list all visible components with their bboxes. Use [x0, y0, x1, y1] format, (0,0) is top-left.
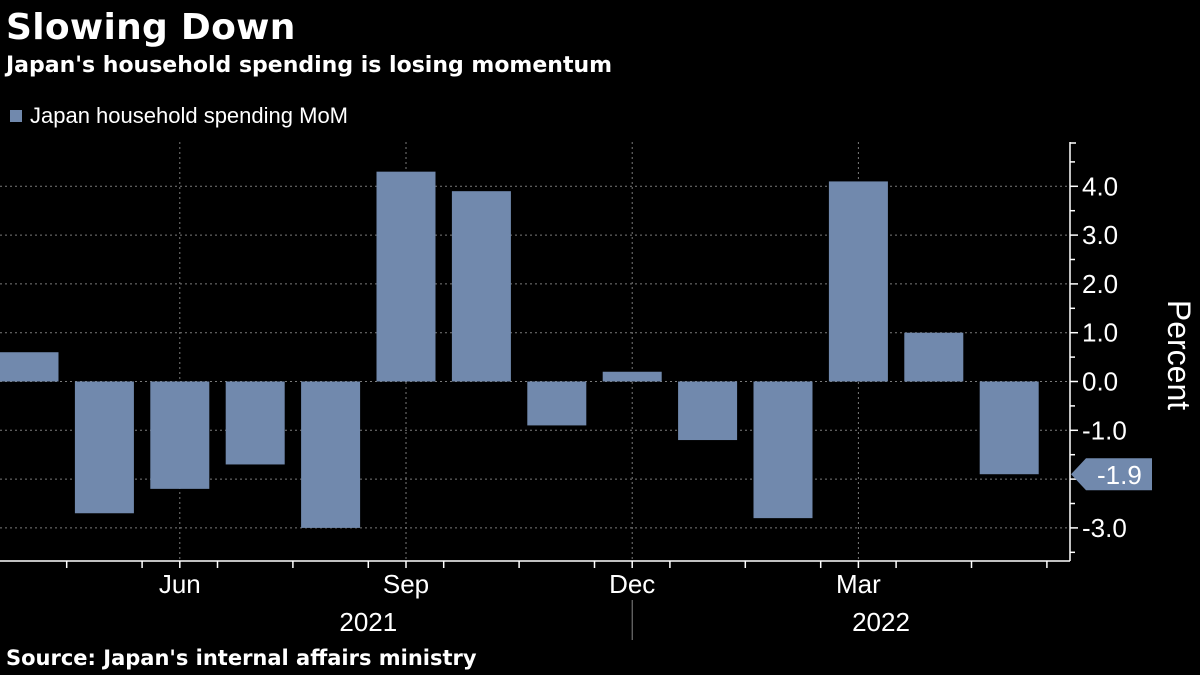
y-tick-label: 3.0: [1082, 220, 1118, 250]
bar: [150, 381, 210, 489]
bar: [74, 381, 134, 514]
bar: [0, 352, 59, 382]
y-tick-label: -1.0: [1082, 415, 1127, 445]
y-tick-label: 1.0: [1082, 318, 1118, 348]
bar: [904, 332, 964, 382]
bar: [527, 381, 587, 426]
y-tick-label: 2.0: [1082, 269, 1118, 299]
bars: [0, 171, 1039, 528]
bar: [753, 381, 813, 519]
bar: [678, 381, 738, 441]
x-tick-label: Jun: [159, 569, 201, 599]
last-value-label: -1.9: [1097, 460, 1142, 490]
legend-swatch: [10, 110, 22, 122]
y-tick-label: 0.0: [1082, 367, 1118, 397]
bar: [225, 381, 285, 465]
axes: 4.0 3.0 2.0 1.0 0.0 -1.0 -3.0 -1.9 Jun Sep Dec Mar 2…: [0, 142, 1152, 640]
x-tick-label: Sep: [383, 569, 429, 599]
x-tick-label: Dec: [609, 569, 655, 599]
year-label: 2021: [339, 607, 397, 637]
bar: [828, 181, 888, 382]
bar: [602, 371, 662, 382]
y-tick-label: -3.0: [1082, 513, 1127, 543]
bar: [301, 381, 361, 528]
year-label: 2022: [852, 607, 910, 637]
legend: Japan household spending MoM: [10, 102, 348, 130]
chart-subtitle: Japan's household spending is losing mom…: [6, 53, 613, 78]
legend-label: Japan household spending MoM: [30, 103, 349, 128]
chart-title: Slowing Down: [6, 7, 296, 48]
source-note: Source: Japan's internal affairs ministr…: [6, 646, 477, 670]
y-axis-label: Percent: [1161, 300, 1197, 410]
bar: [376, 171, 436, 382]
y-tick-label: 4.0: [1082, 171, 1118, 201]
bar: [979, 381, 1039, 475]
bar: [451, 191, 511, 382]
x-tick-label: Mar: [836, 569, 881, 599]
last-value-marker: [1071, 458, 1152, 491]
